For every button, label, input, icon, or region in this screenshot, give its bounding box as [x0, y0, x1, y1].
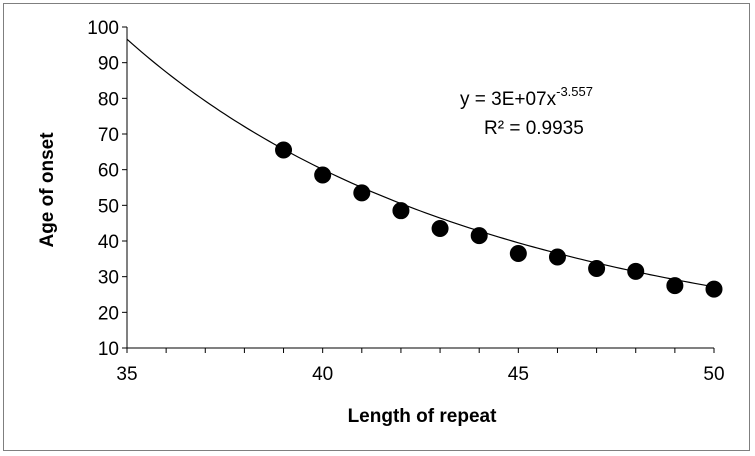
y-axis-title: Age of onset	[37, 132, 58, 248]
data-points	[275, 141, 723, 298]
y-tick-label: 100	[87, 18, 119, 39]
y-tick-label: 60	[98, 161, 119, 182]
data-point	[275, 141, 293, 159]
data-point	[470, 227, 488, 245]
r-squared-label: R² = 0.9935	[484, 118, 584, 139]
y-tick-label: 50	[98, 196, 119, 217]
y-tick-label: 80	[98, 89, 119, 110]
power-trendline	[126, 38, 715, 288]
data-point	[548, 248, 566, 266]
x-tick-label: 50	[703, 364, 724, 385]
x-tick-label: 40	[312, 364, 333, 385]
x-tick-labels: 35 40 45 50	[116, 364, 724, 385]
y-tick-label: 10	[98, 339, 119, 360]
x-tick-label: 35	[116, 364, 137, 385]
y-tick-label: 20	[98, 303, 119, 324]
trendline-equation: y = 3E+07x-3.557	[460, 84, 593, 110]
y-tick-label: 30	[98, 268, 119, 289]
y-tick-label: 70	[98, 125, 119, 146]
data-point	[705, 280, 723, 298]
data-point	[627, 262, 645, 280]
y-tick-label: 40	[98, 232, 119, 253]
chart-svg: 10 20 30 40 50 60 70 80 90 100 35 40 45 50 y = 3E+07…	[37, 18, 725, 427]
data-point	[509, 244, 527, 262]
y-tick-labels: 10 20 30 40 50 60 70 80 90 100	[87, 18, 119, 360]
data-point	[666, 277, 684, 295]
axes	[122, 26, 715, 353]
x-axis-title: Length of repeat	[348, 406, 498, 427]
x-tick-label: 45	[508, 364, 529, 385]
data-point	[588, 259, 606, 277]
data-point	[431, 220, 449, 238]
y-tick-label: 90	[98, 54, 119, 75]
data-point	[353, 184, 371, 202]
data-point	[314, 166, 332, 184]
chart-frame: 10 20 30 40 50 60 70 80 90 100 35 40 45 50 y = 3E+07…	[3, 3, 750, 451]
data-point	[392, 202, 410, 220]
